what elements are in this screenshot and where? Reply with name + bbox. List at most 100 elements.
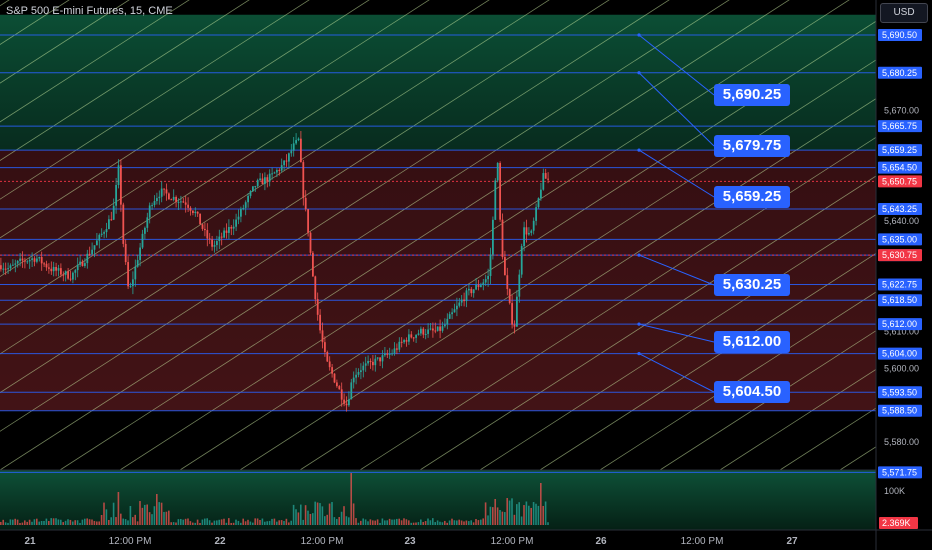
candle-body [388,353,391,355]
candle-body [76,264,79,271]
price-tick-label: 5,600.00 [884,363,919,373]
volume-bar [367,521,369,525]
volume-bar [355,518,357,525]
candle-body [316,299,319,315]
candle-body [33,258,36,262]
volume-bar [540,483,542,525]
candle-body [69,278,72,280]
candle-body [38,257,41,259]
volume-bar [136,521,139,525]
candle-body [506,275,509,290]
candle-body [484,279,487,283]
channel-line [0,0,250,162]
candle-body [247,195,249,203]
candle-body [448,314,451,319]
volume-bar [285,518,288,525]
volume-bar [230,522,232,525]
volume-bar [494,499,496,525]
volume-bar [24,520,26,525]
callout-connectors [637,33,715,393]
price-tick-label: 5,640.00 [884,216,919,226]
channel-line [59,0,790,471]
price-callout[interactable]: 5,679.75 [714,135,790,157]
volume-bar [160,502,163,525]
candle-body [525,227,528,235]
price-callout[interactable]: 5,690.25 [714,84,790,106]
volume-bar [103,502,105,525]
level-badge-label: 5,680.25 [882,68,917,78]
candle-body [496,162,499,181]
candle-body [379,357,381,362]
volume-bar [328,503,331,525]
price-callout[interactable]: 5,659.25 [714,186,790,208]
candle-body [124,243,127,263]
volume-bar [352,503,355,525]
candle-body [309,232,312,253]
candle-body [146,217,149,228]
price-callout[interactable]: 5,604.50 [714,381,790,403]
volume-bar [278,520,280,525]
candle-body [153,201,156,206]
volume-bar [525,501,528,525]
volume-bar [403,518,405,525]
candle-body [321,330,324,343]
candle-body [129,286,132,288]
volume-bar [468,521,470,525]
volume-bar [9,519,12,525]
time-tick-label: 21 [24,536,36,547]
callout-connector [638,353,715,393]
candle-body [283,160,285,166]
volume-bar [180,518,182,525]
time-tick-label: 22 [214,536,226,547]
candle-body [374,358,377,366]
candle-body [225,230,228,233]
volume-bar [348,517,350,525]
candle-body [432,328,434,331]
volume-bar [484,502,487,525]
channel-line [419,139,932,471]
price-callout[interactable]: 5,612.00 [714,331,790,353]
price-axis-ticks: 5,580.00 5,600.00 5,610.00 5,640.00 5,670.00 [884,106,919,447]
candle-body [304,197,307,210]
candle-body [446,318,449,325]
candle-body [232,226,235,229]
level-badge [878,294,922,307]
candle-body [444,324,446,327]
volume-bar [36,518,38,525]
candle-body [2,268,5,270]
price-callout[interactable]: 5,630.25 [714,274,790,296]
level-lines [0,34,876,473]
candle-body [108,219,110,230]
volume-bar [489,506,492,525]
level-badge [878,203,922,216]
candle-body [364,363,367,366]
current-price-badge [878,175,922,188]
candle-body [19,258,21,261]
candle-body [328,361,331,368]
candle-body [117,165,120,185]
volume-bar [254,518,256,525]
candle-body [91,249,93,255]
volume-bar [110,517,112,525]
callout-connector [638,34,715,96]
volume-bar [86,518,88,525]
volume-bar [376,519,379,525]
candle-body [333,373,336,383]
volume-bar [535,503,537,525]
candle-body [278,169,281,171]
currency-button[interactable]: USD [880,3,928,23]
volume-bar [33,519,36,525]
candle-body [148,205,151,218]
candle-body [93,245,96,250]
candle-body [64,271,67,275]
candle-body [14,263,17,265]
candle-body [465,290,468,302]
volume-bar [417,522,420,525]
volume-bar [235,519,237,525]
volume-bar [48,520,50,525]
volume-bar [434,522,436,525]
volume-bar [427,518,429,525]
candle-body [98,234,101,241]
candle-body [348,399,350,406]
